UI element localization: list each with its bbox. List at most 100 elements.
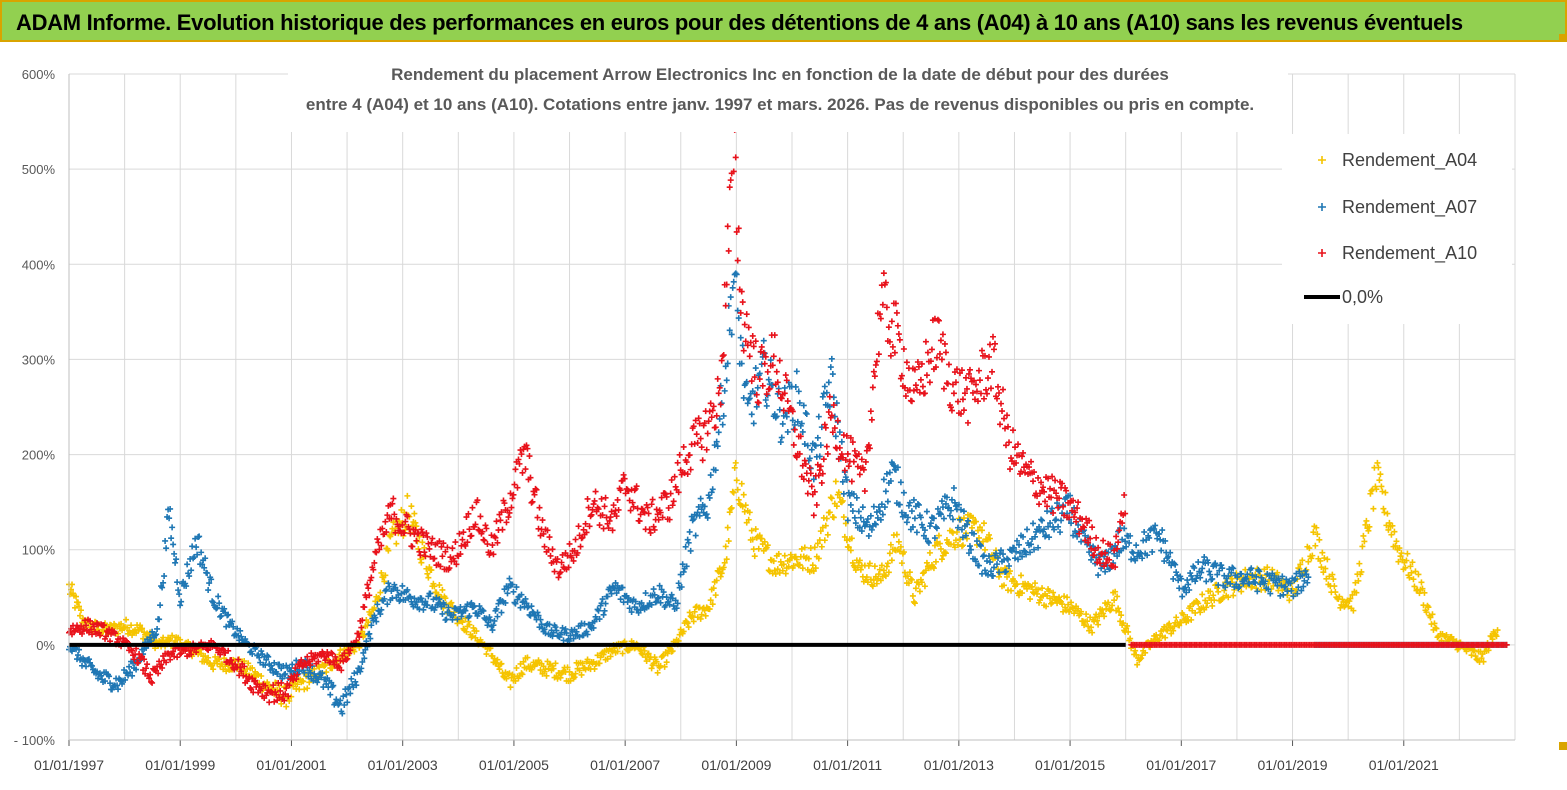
data-point-A07 [665,598,672,605]
data-point-A10 [606,517,613,524]
data-point-A10 [824,450,831,457]
data-point-A07 [812,442,819,449]
data-point-A07 [167,505,174,512]
data-point-A10 [1048,494,1055,501]
data-point-A07 [1003,568,1010,575]
data-point-A10 [286,682,293,689]
data-point-A04 [908,576,915,583]
data-point-A04 [817,528,824,535]
data-point-A10 [498,509,505,516]
data-point-A10 [839,454,846,461]
data-point-A04 [840,514,847,521]
legend-swatch-A04 [1318,156,1326,164]
data-point-A04 [949,529,956,536]
data-point-A07 [657,599,664,606]
data-point-A07 [733,271,740,278]
data-point-A04 [725,538,732,545]
data-point-A07 [998,547,1004,554]
data-point-A10 [1112,564,1119,571]
data-point-A10 [793,454,800,461]
data-point-A07 [859,504,866,511]
data-point-A10 [250,689,257,696]
data-point-A07 [279,675,286,682]
data-point-A07 [86,656,93,663]
data-point-A04 [1330,576,1337,583]
data-point-A10 [738,288,745,295]
data-point-A04 [915,581,922,588]
data-point-A07 [857,514,864,521]
data-point-A07 [990,564,997,571]
data-point-A07 [576,633,583,640]
data-point-A10 [1045,475,1052,482]
data-point-A07 [570,635,577,642]
data-point-A04 [1249,583,1256,590]
data-point-A04 [823,515,830,522]
data-point-A07 [192,535,199,542]
data-point-A10 [674,459,681,466]
data-point-A04 [1316,536,1323,543]
data-point-A04 [726,509,733,516]
data-point-A04 [732,459,739,466]
data-point-A07 [980,552,987,559]
data-point-A04 [951,544,958,551]
data-point-A07 [726,327,733,334]
data-point-A10 [598,495,605,502]
data-point-A10 [950,390,957,397]
data-point-A10 [701,420,708,427]
y-tick-label: 0% [36,638,55,653]
data-point-A07 [1195,559,1202,566]
data-point-A04 [1095,621,1102,628]
data-point-A04 [1133,651,1140,658]
data-point-A04 [1001,582,1008,589]
data-point-A04 [496,666,503,673]
data-point-A10 [101,622,108,629]
data-point-A04 [381,578,388,585]
data-point-A04 [1084,618,1091,625]
data-point-A04 [752,526,759,533]
data-point-A10 [830,402,837,409]
data-point-A10 [747,339,754,346]
data-point-A07 [1201,554,1208,561]
data-point-A04 [661,663,668,670]
data-point-A04 [255,672,262,679]
data-point-A10 [806,464,813,471]
data-point-A04 [137,622,144,629]
data-point-A04 [713,577,720,584]
data-point-A07 [1088,556,1095,563]
data-point-A04 [1215,588,1222,595]
data-point-A07 [1017,550,1024,557]
data-point-A07 [1194,572,1201,579]
data-point-A10 [856,471,863,478]
data-point-A04 [177,636,184,643]
data-point-A10 [1088,545,1095,552]
data-point-A07 [682,543,689,550]
data-point-A10 [694,440,701,447]
data-point-A04 [824,531,831,538]
data-point-A04 [1087,614,1094,621]
data-point-A07 [947,507,954,514]
data-point-A07 [716,415,723,422]
data-point-A10 [429,535,436,542]
data-point-A10 [1103,559,1110,566]
data-point-A04 [1412,568,1419,575]
data-point-A07 [1122,538,1129,545]
data-point-A10 [419,529,426,536]
data-point-A04 [1413,587,1420,594]
data-point-A04 [494,656,501,663]
data-point-A04 [1336,593,1343,600]
data-point-A07 [763,402,770,409]
data-point-A07 [720,412,727,419]
data-point-A10 [873,358,880,365]
data-point-A04 [1408,569,1415,576]
data-point-A10 [983,390,990,397]
data-point-A04 [1199,591,1206,598]
data-point-A07 [711,442,718,449]
data-point-A07 [694,509,701,516]
data-point-A07 [144,636,151,643]
data-point-A07 [669,595,676,602]
data-point-A10 [784,398,791,405]
data-point-A07 [626,605,633,612]
data-point-A10 [940,385,947,392]
data-point-A07 [832,433,839,440]
data-point-A10 [769,362,776,369]
